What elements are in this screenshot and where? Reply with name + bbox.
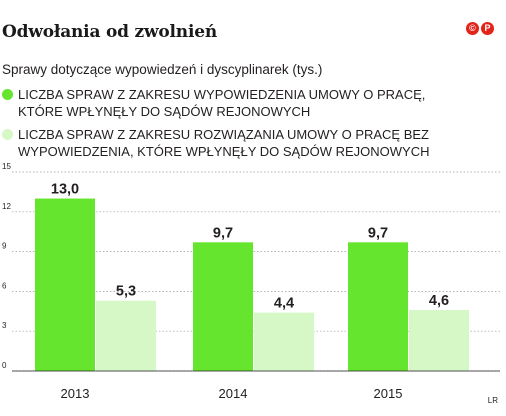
chart-subtitle: Sprawy dotyczące wypowiedzeń i dyscyplin…	[2, 62, 323, 77]
bar-with-notice-2013	[35, 198, 95, 371]
brand-p-icon: P	[481, 22, 494, 35]
legend-label: LICZBA SPRAW Z ZAKRESU WYPOWIEDZENIA UMO…	[18, 87, 426, 119]
y-tick-label: 9	[2, 242, 7, 251]
data-label: 4,6	[429, 293, 449, 309]
x-tick-label: 2014	[219, 386, 248, 401]
data-label: 9,7	[213, 225, 233, 241]
x-tick-label: 2013	[61, 386, 90, 401]
y-tick-label: 15	[2, 162, 11, 171]
copyright-icon: ©	[466, 22, 479, 35]
chart-title: Odwołania od zwolnień	[2, 22, 217, 42]
data-label: 13,0	[51, 182, 79, 198]
bar-with-notice-2014	[193, 242, 253, 371]
legend-swatch-light-green	[2, 129, 13, 140]
bar-without-notice-2015	[409, 309, 469, 371]
x-tick-label: 2015	[374, 386, 403, 401]
bar-with-notice-2015	[348, 242, 408, 371]
y-tick-label: 3	[2, 321, 7, 330]
bar-without-notice-2013	[96, 300, 156, 371]
legend-item-dismissal-with-notice: LICZBA SPRAW Z ZAKRESU WYPOWIEDZENIA UMO…	[2, 86, 425, 120]
data-label: 5,3	[116, 284, 136, 300]
author-credit: LR	[487, 396, 498, 405]
publisher-logo: © P	[466, 22, 494, 35]
y-tick-label: 6	[2, 281, 7, 290]
y-tick-label: 0	[2, 361, 7, 370]
legend-item-dismissal-without-notice: LICZBA SPRAW Z ZAKRESU ROZWIĄZANIA UMOWY…	[2, 126, 429, 160]
y-tick-label: 12	[2, 202, 11, 211]
bar-without-notice-2014	[254, 312, 314, 371]
legend-swatch-dark-green	[2, 89, 13, 100]
data-label: 4,4	[274, 296, 294, 312]
data-label: 9,7	[368, 225, 388, 241]
legend-label: LICZBA SPRAW Z ZAKRESU ROZWIĄZANIA UMOWY…	[18, 127, 430, 159]
